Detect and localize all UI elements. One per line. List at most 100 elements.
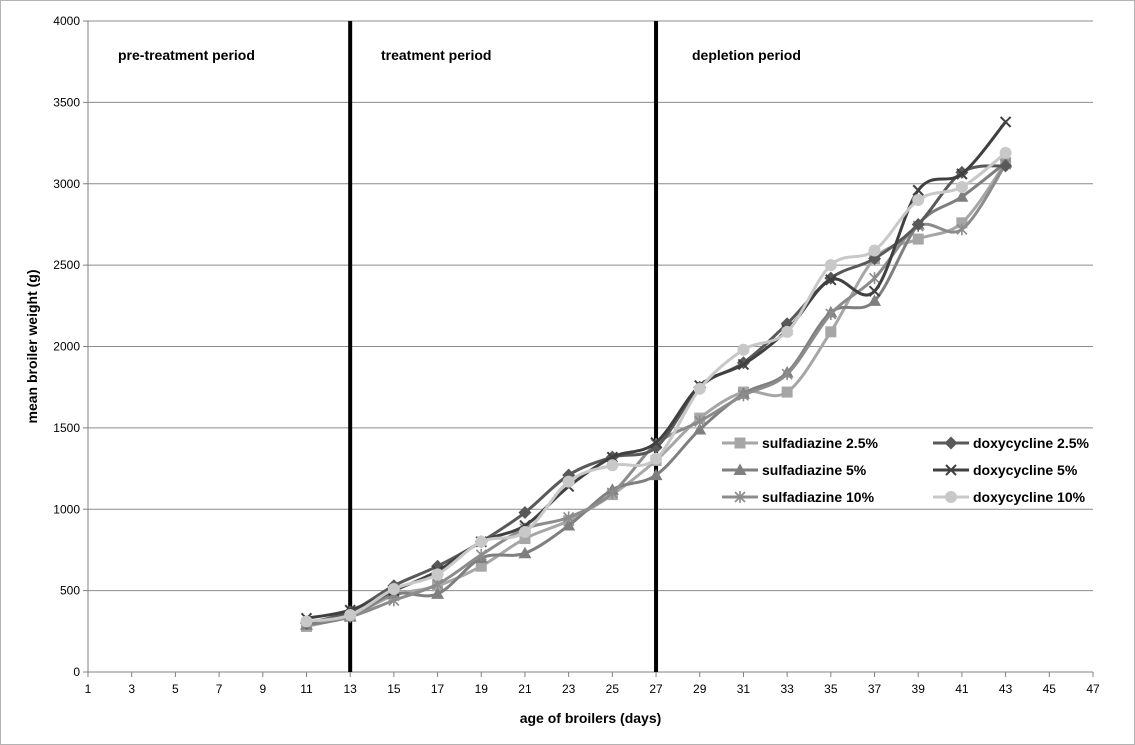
x-tick-label: 11 — [300, 682, 313, 696]
data-point-marker — [868, 285, 881, 297]
x-tick-label: 1 — [85, 682, 92, 696]
data-point-marker — [650, 436, 662, 449]
data-point-marker — [825, 307, 837, 320]
data-point-marker — [912, 194, 925, 207]
data-point-marker — [912, 184, 924, 196]
data-point-marker — [955, 181, 968, 194]
legend-item: doxycycline 5% — [933, 462, 1078, 478]
x-tick-label: 23 — [562, 682, 576, 696]
legend-item: sulfadiazine 10% — [722, 489, 875, 505]
data-point-marker — [999, 159, 1013, 173]
x-tick-label: 17 — [431, 682, 445, 696]
legend-marker — [734, 437, 746, 449]
data-point-marker — [956, 168, 968, 180]
data-point-marker — [475, 548, 487, 561]
period-label: pre-treatment period — [118, 47, 255, 63]
y-tick-label: 4000 — [53, 14, 80, 28]
y-tick-label: 0 — [73, 665, 80, 679]
series-lines — [299, 116, 1013, 632]
data-point-marker — [912, 233, 924, 245]
x-tick-label: 5 — [172, 682, 179, 696]
x-axis-title: age of broilers (days) — [520, 710, 662, 726]
x-tick-label: 43 — [999, 682, 1013, 696]
legend-label: doxycycline 5% — [973, 462, 1078, 478]
x-tick-label: 35 — [824, 682, 838, 696]
data-point-marker — [824, 259, 837, 272]
data-point-marker — [388, 594, 400, 607]
axes — [83, 20, 1094, 677]
x-tick-label: 31 — [737, 682, 751, 696]
x-tick-label: 41 — [955, 682, 969, 696]
period-label: treatment period — [381, 47, 491, 63]
data-point-marker — [563, 511, 575, 524]
data-point-marker — [911, 217, 925, 231]
x-tick-label: 29 — [693, 682, 707, 696]
series-line — [306, 120, 1007, 620]
y-tick-label: 500 — [60, 584, 80, 598]
series-doxycycline-10- — [300, 146, 1012, 628]
legend-label: sulfadiazine 10% — [762, 489, 875, 505]
x-tick-label: 37 — [868, 682, 882, 696]
data-point-marker — [781, 325, 794, 338]
period-label: depletion period — [692, 47, 801, 63]
x-tick-label: 3 — [128, 682, 135, 696]
data-point-marker — [693, 423, 707, 435]
data-point-marker — [300, 615, 313, 628]
data-point-marker — [606, 486, 618, 499]
data-point-marker — [649, 468, 663, 481]
x-tick-label: 33 — [780, 682, 794, 696]
y-tick-label: 3000 — [53, 177, 80, 191]
legend-label: sulfadiazine 2.5% — [762, 435, 878, 451]
x-tick-label: 47 — [1086, 682, 1100, 696]
legend-marker — [945, 491, 957, 503]
data-point-marker — [737, 358, 750, 371]
data-point-marker — [475, 560, 487, 572]
legend-marker — [734, 491, 746, 503]
x-tick-label: 19 — [475, 682, 489, 696]
legend-marker — [944, 436, 958, 450]
data-point-marker — [475, 535, 488, 548]
data-point-marker — [825, 274, 837, 286]
data-point-marker — [825, 326, 837, 338]
data-point-marker — [694, 415, 706, 428]
legend-label: doxycycline 2.5% — [973, 435, 1090, 451]
data-point-marker — [868, 244, 881, 257]
data-point-marker — [999, 116, 1012, 128]
data-point-marker — [868, 272, 881, 285]
data-point-marker — [999, 146, 1012, 159]
data-point-marker — [606, 459, 619, 472]
x-tick-label: 15 — [387, 682, 401, 696]
y-tick-label: 2500 — [53, 258, 80, 272]
data-point-marker — [650, 452, 663, 465]
data-point-marker — [781, 368, 793, 381]
x-tick-label: 13 — [343, 682, 357, 696]
data-point-marker — [344, 609, 357, 622]
data-point-marker — [693, 382, 706, 395]
series-line — [306, 151, 1007, 624]
legend: sulfadiazine 2.5% sulfadiazine 5% sulfadia… — [722, 435, 1090, 505]
period-dividers — [348, 21, 659, 672]
legend-marker — [733, 463, 747, 475]
data-point-marker — [781, 386, 793, 398]
x-tick-label: 25 — [606, 682, 620, 696]
y-axis-title: mean broiler weight (g) — [24, 269, 40, 423]
legend-label: doxycycline 10% — [973, 489, 1086, 505]
x-tick-label: 27 — [649, 682, 663, 696]
legend-item: sulfadiazine 5% — [722, 462, 867, 478]
series-line — [306, 161, 1007, 627]
x-tick-label: 45 — [1043, 682, 1057, 696]
y-tick-label: 1000 — [53, 502, 80, 516]
x-tick-label: 21 — [518, 682, 532, 696]
data-point-marker — [955, 190, 969, 202]
data-point-marker — [562, 475, 575, 488]
y-tick-label: 3500 — [53, 95, 80, 109]
data-point-marker — [518, 526, 531, 539]
data-point-marker — [431, 568, 444, 581]
data-point-marker — [518, 546, 532, 559]
y-tick-label: 1500 — [53, 421, 80, 435]
x-tick-label: 9 — [259, 682, 266, 696]
data-point-marker — [519, 533, 531, 545]
period-labels: pre-treatment period treatment period depl… — [118, 47, 801, 63]
data-point-marker — [737, 389, 750, 402]
